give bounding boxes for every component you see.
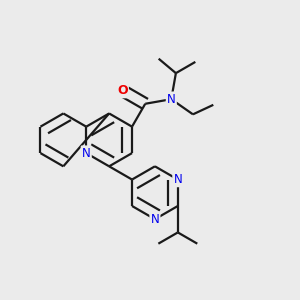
Text: N: N <box>82 147 91 160</box>
Text: N: N <box>151 213 159 226</box>
Text: N: N <box>167 93 176 106</box>
Text: N: N <box>173 173 182 186</box>
Text: O: O <box>117 84 128 97</box>
